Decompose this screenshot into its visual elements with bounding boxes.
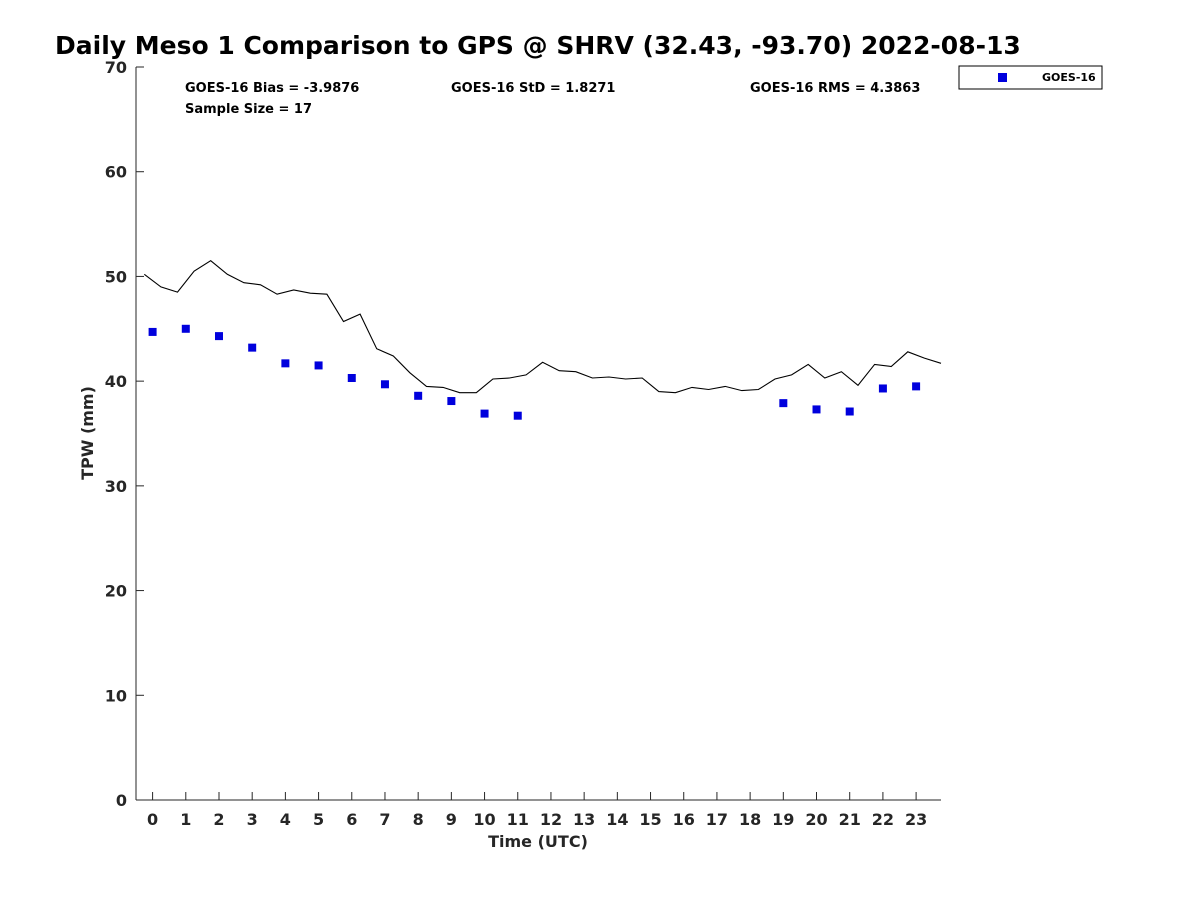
x-tick-label: 23 — [905, 810, 927, 829]
x-tick-label: 20 — [805, 810, 827, 829]
x-tick-label: 21 — [839, 810, 861, 829]
goes16-point — [845, 407, 854, 416]
goes16-point — [181, 324, 190, 333]
y-tick-label: 30 — [105, 477, 127, 496]
gps-line — [143, 260, 942, 394]
y-tick-label: 50 — [105, 267, 127, 286]
x-tick-label: 2 — [213, 810, 224, 829]
x-tick-label: 19 — [772, 810, 794, 829]
x-tick-label: 8 — [413, 810, 424, 829]
goes16-point — [248, 343, 257, 352]
chart-title: Daily Meso 1 Comparison to GPS @ SHRV (3… — [55, 31, 1021, 60]
goes16-point — [878, 384, 887, 393]
bias-stat: GOES-16 Bias = -3.9876 — [185, 81, 359, 96]
x-tick-label: 7 — [379, 810, 390, 829]
goes16-point — [812, 405, 821, 414]
goes16-point — [281, 359, 290, 368]
goes16-point — [148, 327, 157, 336]
goes16-point — [447, 397, 456, 406]
x-axis-label: Time (UTC) — [488, 832, 588, 851]
goes16-point — [214, 332, 223, 341]
y-tick-label: 40 — [105, 372, 127, 391]
y-tick-label: 20 — [105, 582, 127, 601]
x-tick-label: 0 — [147, 810, 158, 829]
x-tick-label: 12 — [540, 810, 562, 829]
x-tick-label: 13 — [573, 810, 595, 829]
goes16-point — [513, 411, 522, 420]
goes16-point — [480, 409, 489, 418]
rms-stat: GOES-16 RMS = 4.3863 — [750, 81, 920, 96]
x-tick-label: 3 — [247, 810, 258, 829]
goes16-point — [779, 399, 788, 408]
goes16-point — [314, 361, 323, 370]
sample-size-stat: Sample Size = 17 — [185, 102, 312, 117]
std-stat: GOES-16 StD = 1.8271 — [451, 81, 615, 96]
goes16-point — [380, 380, 389, 389]
x-tick-label: 14 — [606, 810, 628, 829]
x-tick-label: 10 — [473, 810, 495, 829]
x-tick-label: 16 — [673, 810, 695, 829]
x-tick-label: 5 — [313, 810, 324, 829]
x-tick-label: 17 — [706, 810, 728, 829]
goes16-point — [347, 374, 356, 383]
goes16-point — [414, 391, 423, 400]
x-tick-label: 11 — [507, 810, 529, 829]
legend: GOES-16 — [958, 65, 1103, 90]
x-tick-label: 22 — [872, 810, 894, 829]
y-tick-label: 10 — [105, 686, 127, 705]
x-tick-label: 6 — [346, 810, 357, 829]
x-tick-label: 1 — [180, 810, 191, 829]
x-tick-label: 4 — [280, 810, 291, 829]
y-tick-label: 0 — [116, 791, 127, 810]
legend-marker — [998, 73, 1007, 82]
x-tick-label: 9 — [446, 810, 457, 829]
x-tick-label: 18 — [739, 810, 761, 829]
goes16-point — [912, 382, 921, 391]
y-tick-label: 60 — [105, 163, 127, 182]
x-tick-label: 15 — [639, 810, 661, 829]
data-layer — [143, 260, 942, 420]
y-tick-label: 70 — [105, 58, 127, 77]
legend-box — [958, 65, 1103, 90]
y-axis-label: TPW (mm) — [78, 386, 97, 480]
legend-label: GOES-16 — [1042, 71, 1096, 84]
